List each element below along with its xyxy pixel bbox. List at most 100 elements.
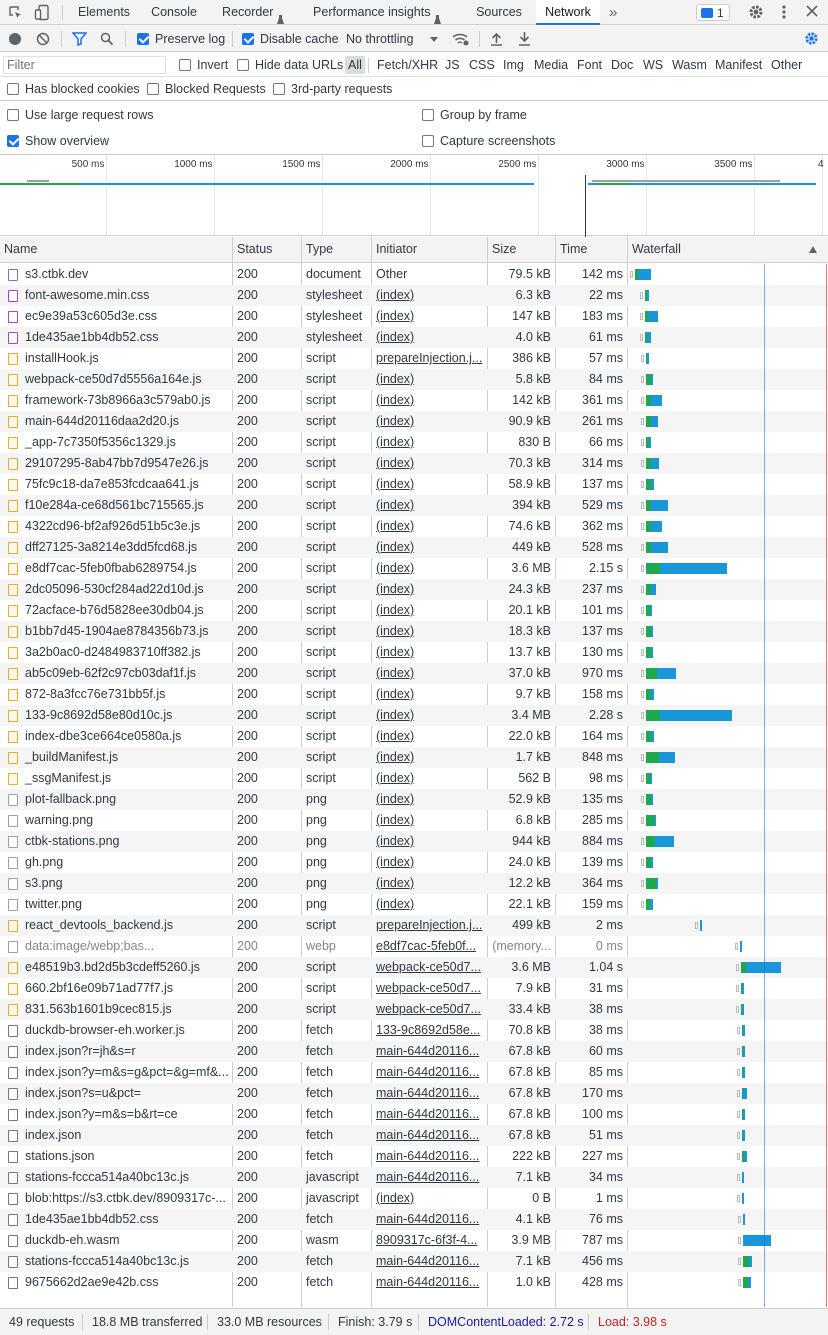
request-initiator[interactable]: (index) xyxy=(376,603,415,617)
request-initiator[interactable]: webpack-ce50d7... xyxy=(376,1002,481,1016)
filter-icon[interactable] xyxy=(71,32,88,47)
request-initiator[interactable]: (index) xyxy=(376,540,415,554)
request-initiator[interactable]: (index) xyxy=(376,309,415,323)
tab-performance-insights[interactable]: Performance insights xyxy=(306,0,448,25)
request-row[interactable]: index.json 200 fetch main-644d20116... 67.8 … xyxy=(0,1125,828,1146)
request-row[interactable]: ctbk-stations.png 200 png (index) 944 kB 884 … xyxy=(0,831,828,852)
type-filter-doc[interactable]: Doc xyxy=(611,58,634,72)
large-rows-checkbox[interactable] xyxy=(7,109,19,121)
request-initiator[interactable]: (index) xyxy=(376,435,415,449)
request-initiator[interactable]: (index) xyxy=(376,498,415,512)
request-initiator[interactable]: main-644d20116... xyxy=(376,1065,480,1079)
request-initiator[interactable]: main-644d20116... xyxy=(376,1044,480,1058)
request-row[interactable]: e48519b3.bd2d5b3cdeff5260.js 200 script web… xyxy=(0,957,828,978)
request-row[interactable]: 1de435ae1bb4db52.css 200 fetch main-644d201… xyxy=(0,1209,828,1230)
request-initiator[interactable]: (index) xyxy=(376,771,415,785)
request-row[interactable]: 3a2b0ac0-d2484983710ff382.js 200 script (in… xyxy=(0,642,828,663)
request-row[interactable]: 72acface-b76d5828ee30db04.js 200 script (in… xyxy=(0,600,828,621)
column-header-time[interactable]: Time xyxy=(556,237,628,262)
request-row[interactable]: duckdb-eh.wasm 200 wasm 8909317c-6f3f-4... 3… xyxy=(0,1230,828,1251)
request-row[interactable]: gh.png 200 png (index) 24.0 kB 139 ms xyxy=(0,852,828,873)
hide-data-urls-checkbox[interactable] xyxy=(237,59,249,71)
disable-cache-checkbox[interactable] xyxy=(242,33,254,45)
request-initiator[interactable]: (index) xyxy=(376,477,415,491)
request-initiator[interactable]: webpack-ce50d7... xyxy=(376,960,481,974)
request-initiator[interactable]: (index) xyxy=(376,792,415,806)
overview-timeline[interactable]: 500 ms 1000 ms 1500 ms 2000 ms 2500 ms 3000 m… xyxy=(0,154,828,237)
import-har-icon[interactable] xyxy=(490,31,503,46)
close-devtools-icon[interactable] xyxy=(805,4,819,18)
request-row[interactable]: 831.563b1601b9cec815.js 200 script webpack-… xyxy=(0,999,828,1020)
group-by-frame-checkbox[interactable] xyxy=(422,109,434,121)
request-row[interactable]: 4322cd96-bf2af926d51b5c3e.js 200 script (in… xyxy=(0,516,828,537)
throttling-select[interactable]: No throttling xyxy=(346,30,442,48)
tab-recorder[interactable]: Recorder xyxy=(212,0,294,25)
device-toolbar-icon[interactable] xyxy=(34,4,50,21)
request-initiator[interactable]: (index) xyxy=(376,624,415,638)
request-row[interactable]: warning.png 200 png (index) 6.8 kB 285 ms xyxy=(0,810,828,831)
request-row[interactable]: plot-fallback.png 200 png (index) 52.9 kB 135… xyxy=(0,789,828,810)
blocked-requests-checkbox[interactable] xyxy=(147,83,159,95)
request-initiator[interactable]: (index) xyxy=(376,288,415,302)
third-party-requests-checkbox[interactable] xyxy=(273,83,285,95)
request-initiator[interactable]: (index) xyxy=(376,813,415,827)
request-initiator[interactable]: main-644d20116... xyxy=(376,1170,480,1184)
request-row[interactable]: ec9e39a53c605d3e.css 200 stylesheet (index)… xyxy=(0,306,828,327)
tab-elements[interactable]: Elements xyxy=(70,0,138,25)
network-conditions-icon[interactable] xyxy=(452,31,470,47)
preserve-log-checkbox[interactable] xyxy=(137,33,149,45)
export-har-icon[interactable] xyxy=(518,31,531,46)
request-row[interactable]: index-dbe3ce664ce0580a.js 200 script (index… xyxy=(0,726,828,747)
request-initiator[interactable]: 8909317c-6f3f-4... xyxy=(376,1233,478,1247)
request-row[interactable]: webpack-ce50d7d5556a164e.js 200 script (ind… xyxy=(0,369,828,390)
request-initiator[interactable]: (index) xyxy=(376,519,415,533)
request-initiator[interactable]: (index) xyxy=(376,666,415,680)
type-filter-media[interactable]: Media xyxy=(534,58,569,72)
request-row[interactable]: 660.2bf16e09b71ad77f7.js 200 script webpack… xyxy=(0,978,828,999)
request-row[interactable]: index.json?y=m&s=g&pct=&g=mf&... 200 fetch… xyxy=(0,1062,828,1083)
column-header-type[interactable]: Type xyxy=(302,237,372,262)
request-initiator[interactable]: main-644d20116... xyxy=(376,1107,480,1121)
request-initiator[interactable]: (index) xyxy=(376,729,415,743)
column-header-waterfall[interactable]: Waterfall xyxy=(628,237,828,262)
type-filter-font[interactable]: Font xyxy=(577,58,603,72)
network-settings-gear-icon[interactable] xyxy=(804,31,819,46)
request-row[interactable]: index.json?y=m&s=b&rt=ce 200 fetch main-644… xyxy=(0,1104,828,1125)
tab-console[interactable]: Console xyxy=(142,0,206,25)
request-row[interactable]: stations.json 200 fetch main-644d20116... 22… xyxy=(0,1146,828,1167)
request-initiator[interactable]: (index) xyxy=(376,330,415,344)
request-initiator[interactable]: prepareInjection.j... xyxy=(376,918,483,932)
column-header-initiator[interactable]: Initiator xyxy=(372,237,488,262)
request-row[interactable]: installHook.js 200 script prepareInjection.… xyxy=(0,348,828,369)
request-row[interactable]: stations-fccca514a40bc13c.js 200 fetch main… xyxy=(0,1251,828,1272)
request-row[interactable]: b1bb7d45-1904ae8784356b73.js 200 script (in… xyxy=(0,621,828,642)
record-icon[interactable] xyxy=(9,33,21,45)
request-initiator[interactable]: main-644d20116... xyxy=(376,1128,480,1142)
more-options-icon[interactable] xyxy=(781,3,787,21)
has-blocked-cookies-checkbox[interactable] xyxy=(7,83,19,95)
request-initiator[interactable]: e8df7cac-5feb0f... xyxy=(376,939,477,953)
column-header-status[interactable]: Status xyxy=(233,237,302,262)
request-initiator[interactable]: (index) xyxy=(376,708,415,722)
inspect-element-icon[interactable] xyxy=(8,5,23,20)
request-initiator[interactable]: (index) xyxy=(376,372,415,386)
filter-input[interactable] xyxy=(3,56,166,74)
request-row[interactable]: index.json?r=jh&s=r 200 fetch main-644d2011… xyxy=(0,1041,828,1062)
tab-network[interactable]: Network xyxy=(536,0,600,25)
request-initiator[interactable]: (index) xyxy=(376,414,415,428)
request-row[interactable]: _ssgManifest.js 200 script (index) 562 B 98 m… xyxy=(0,768,828,789)
request-row[interactable]: react_devtools_backend.js 200 script prepar… xyxy=(0,915,828,936)
request-row[interactable]: 133-9c8692d58e80d10c.js 200 script (index) 3… xyxy=(0,705,828,726)
request-row[interactable]: 75fc9c18-da7e853fcdcaa641.js 200 script (in… xyxy=(0,474,828,495)
request-initiator[interactable]: (index) xyxy=(376,645,415,659)
request-row[interactable]: data:image/webp;bas... 200 webp e8df7cac-5f… xyxy=(0,936,828,957)
request-initiator[interactable]: main-644d20116... xyxy=(376,1212,480,1226)
type-filter-other[interactable]: Other xyxy=(771,58,803,72)
request-initiator[interactable]: (index) xyxy=(376,687,415,701)
tab-sources[interactable]: Sources xyxy=(470,0,528,25)
request-initiator[interactable]: (index) xyxy=(376,750,415,764)
request-initiator[interactable]: (index) xyxy=(376,897,415,911)
request-initiator[interactable]: (index) xyxy=(376,834,415,848)
request-initiator[interactable]: webpack-ce50d7... xyxy=(376,981,481,995)
request-initiator[interactable]: main-644d20116... xyxy=(376,1086,480,1100)
